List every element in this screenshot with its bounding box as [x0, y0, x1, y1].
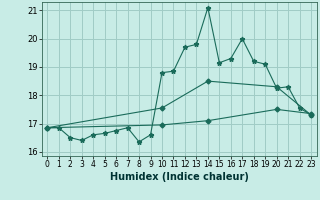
X-axis label: Humidex (Indice chaleur): Humidex (Indice chaleur) — [110, 172, 249, 182]
